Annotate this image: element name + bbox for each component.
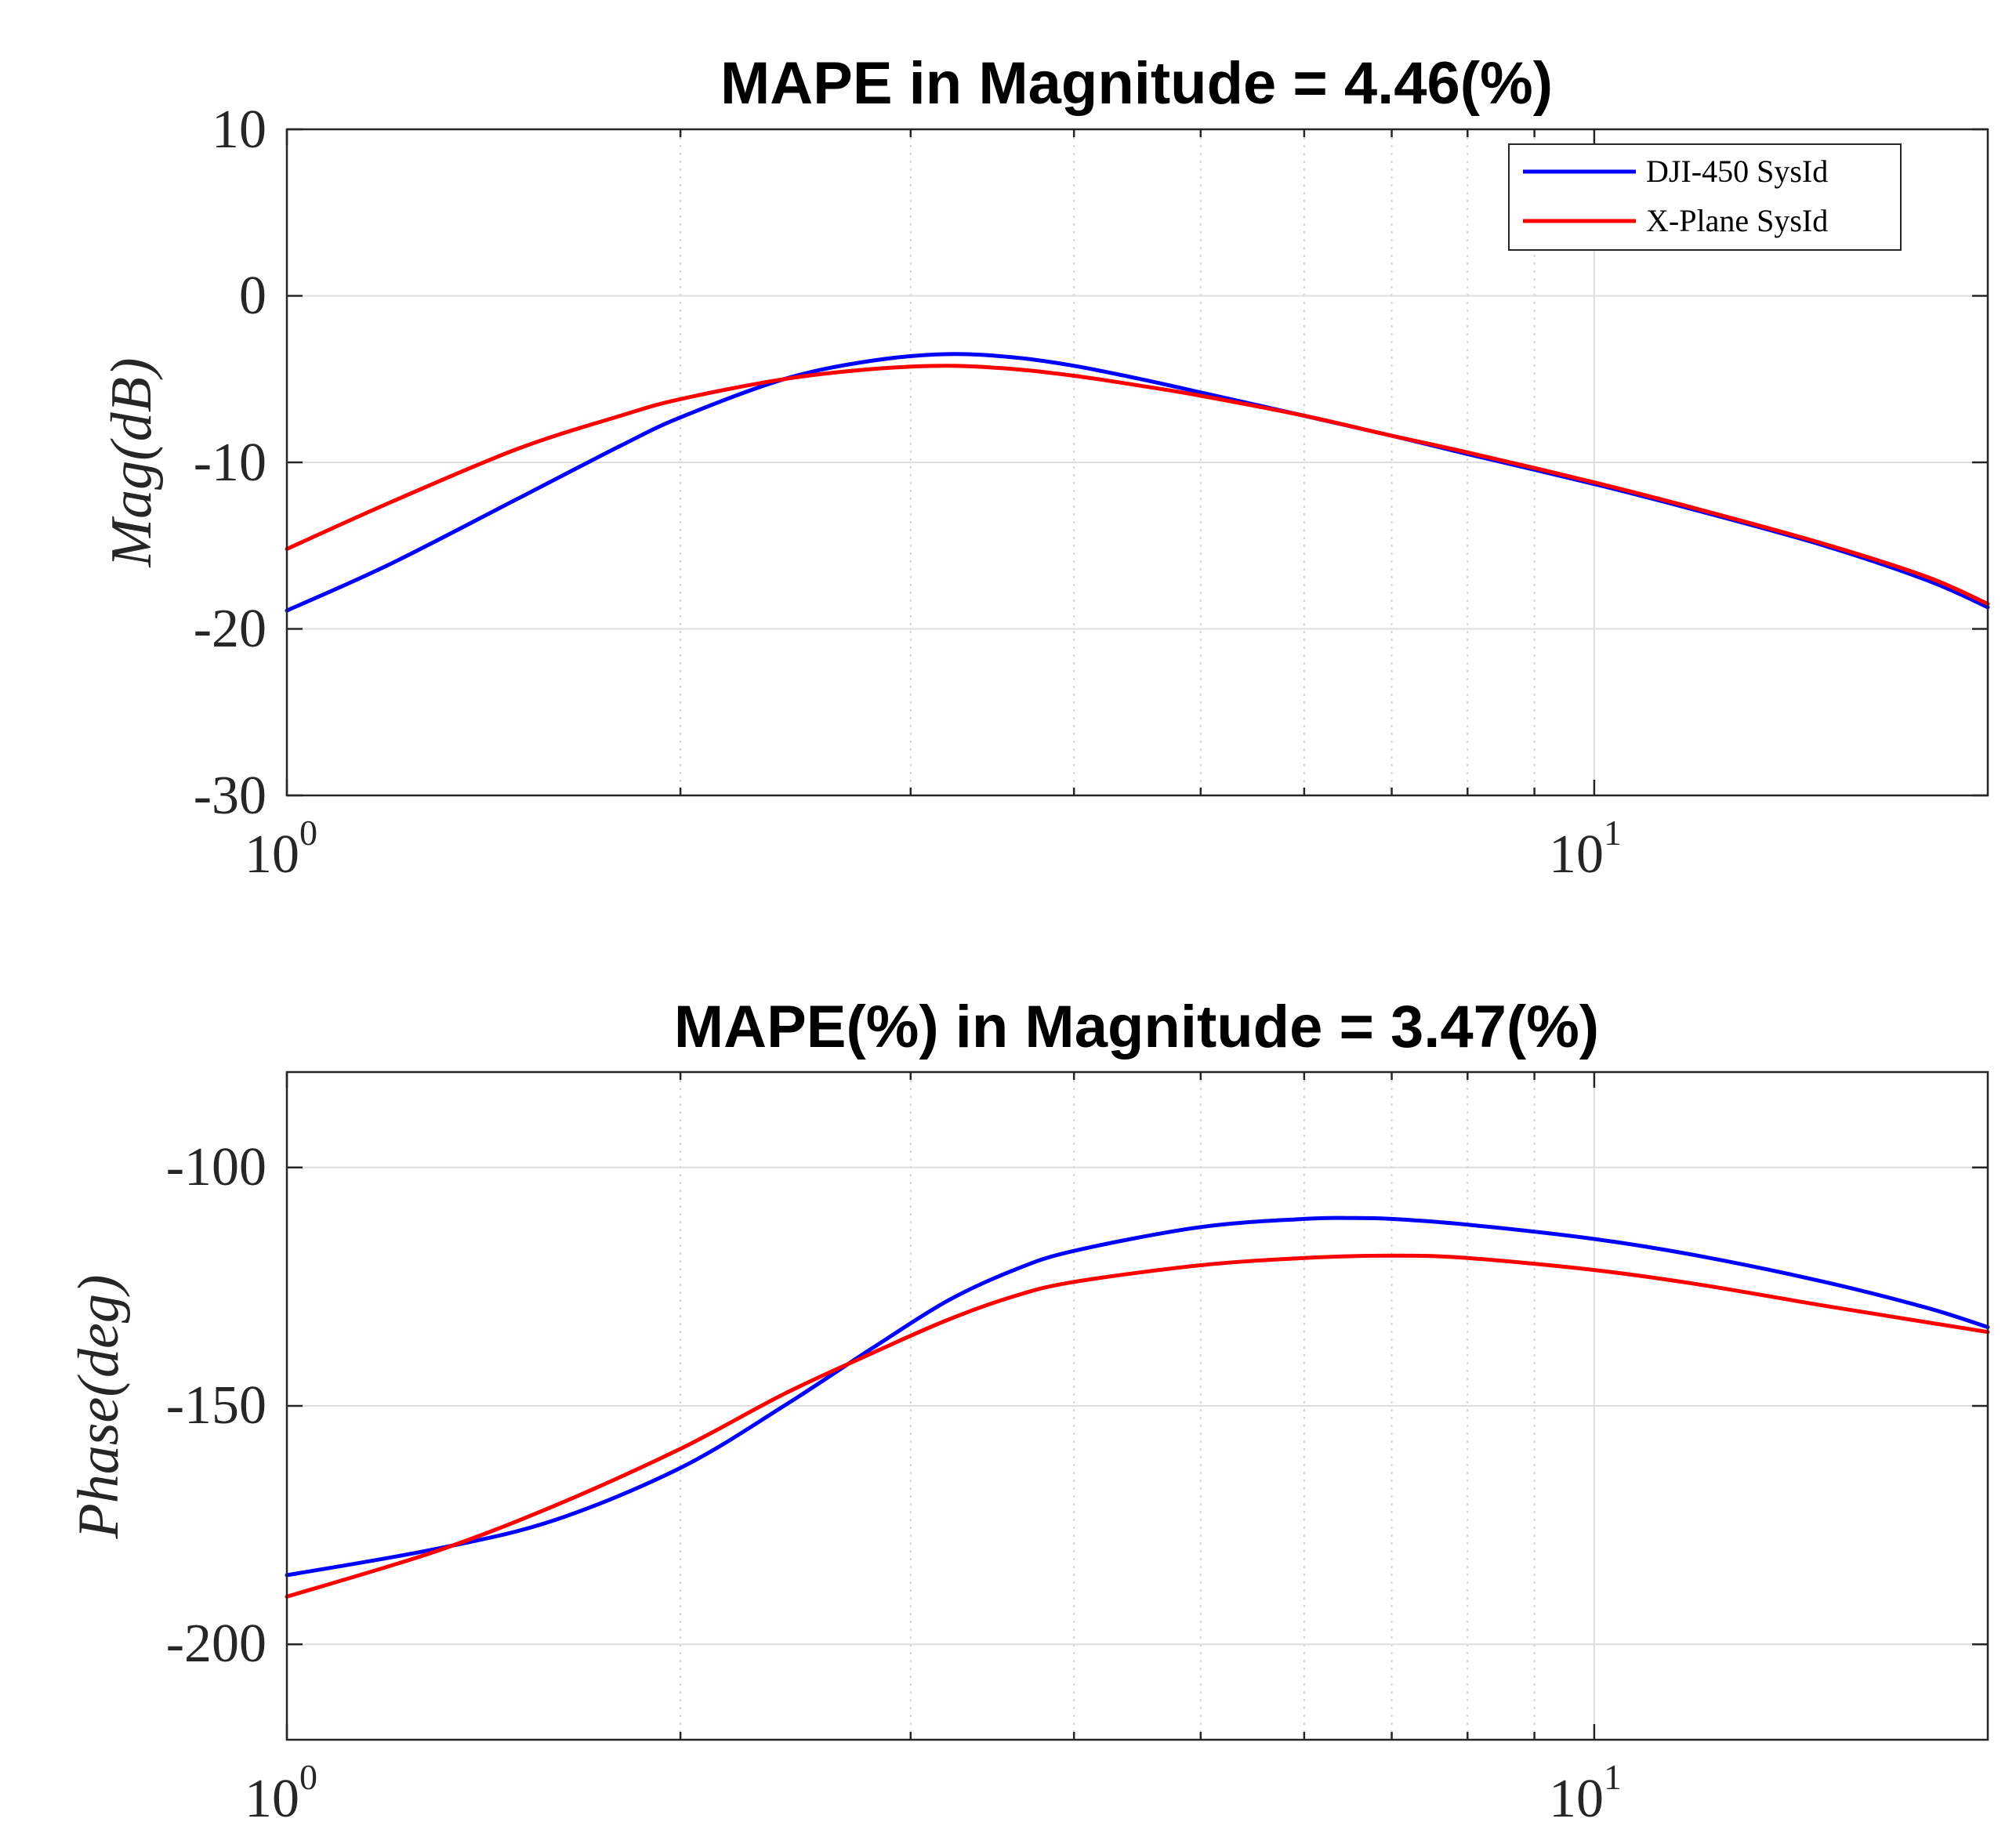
magnitude-ytick-label: -30 (194, 766, 267, 826)
legend-entry-dji-450: DJI-450 SysId (1646, 154, 1828, 189)
phase-tick-marks (285, 1072, 1988, 1740)
phase-ytick-label: -100 (166, 1137, 267, 1197)
phase-series-x-plane (285, 1253, 1990, 1599)
legend-box (1508, 143, 1902, 251)
phase-panel: MAPE(%) in Magnitude = 3.47(%) -100 -150… (67, 994, 1990, 1829)
magnitude-ytick-label: -10 (194, 433, 267, 493)
magnitude-title: MAPE in Magnitude = 4.46(%) (720, 50, 1553, 117)
magnitude-ytick-label: 0 (239, 266, 267, 326)
magnitude-series (285, 352, 1990, 613)
phase-series-dji-450 (285, 1215, 1990, 1578)
magnitude-xtick-label: 10 1 (1549, 813, 1622, 885)
legend: DJI-450 SysId X-Plane SysId (1508, 143, 1902, 251)
magnitude-xtick-label: 10 0 (245, 813, 317, 885)
magnitude-panel: MAPE in Magnitude = 4.46(%) 10 0 -10 -20… (100, 50, 1990, 885)
svg-text:0: 0 (299, 813, 317, 853)
phase-ytick-label: -150 (166, 1375, 267, 1436)
svg-text:10: 10 (1549, 1769, 1604, 1829)
magnitude-series-x-plane (285, 364, 1990, 607)
phase-ylabel: Phase(deg) (67, 1275, 131, 1540)
magnitude-tick-marks (285, 128, 1988, 797)
magnitude-ytick-label: 10 (212, 100, 267, 160)
phase-series (285, 1215, 1990, 1599)
svg-text:0: 0 (299, 1757, 317, 1797)
svg-text:1: 1 (1604, 813, 1622, 853)
phase-xtick-label: 10 1 (1549, 1757, 1622, 1829)
magnitude-ytick-label: -20 (194, 599, 267, 659)
legend-entry-x-plane: X-Plane SysId (1646, 203, 1828, 238)
phase-xtick-label: 10 0 (245, 1757, 317, 1829)
svg-text:10: 10 (245, 824, 299, 885)
magnitude-ylabel: Mag(dB) (100, 357, 164, 567)
svg-text:1: 1 (1604, 1757, 1622, 1797)
phase-ytick-label: -200 (166, 1614, 267, 1674)
phase-title: MAPE(%) in Magnitude = 3.47(%) (674, 994, 1599, 1060)
phase-minor-grid (680, 1072, 1536, 1740)
svg-text:10: 10 (1549, 824, 1604, 885)
svg-text:10: 10 (245, 1769, 299, 1829)
